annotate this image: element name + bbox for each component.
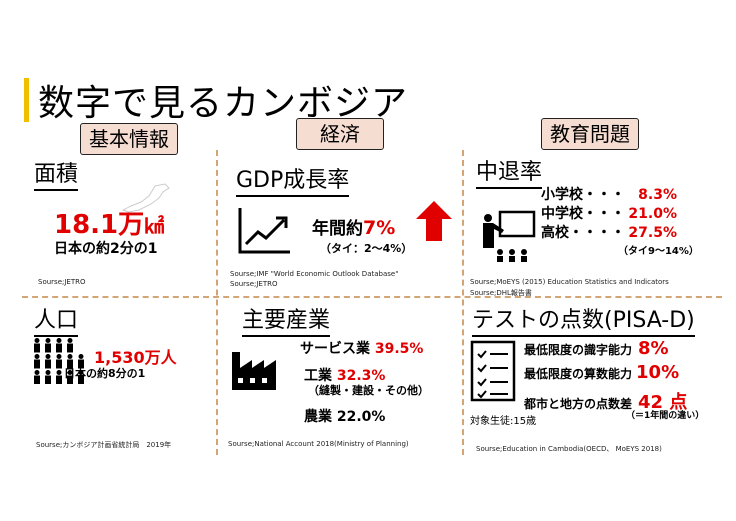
category-basic: 基本情報	[80, 123, 178, 155]
gdp-source-2: Sourse;JETRO	[230, 280, 278, 288]
dropout-row-high: 高校・・・・ 27.5%	[541, 225, 677, 241]
growth-chart-icon	[238, 208, 290, 254]
title-accent-bar	[24, 78, 29, 122]
gdp-source-1: Sourse;IMF "World Economic Outlook Datab…	[230, 270, 399, 278]
person-icon	[34, 370, 40, 384]
up-arrow-icon	[416, 201, 452, 241]
area-source: Sourse;JETRO	[38, 278, 86, 286]
divider-vertical-right	[462, 150, 464, 455]
pisa-gap-note: （＝1年間の違い）	[626, 411, 705, 421]
person-icon	[45, 338, 51, 353]
population-value: 1,530万人	[94, 348, 177, 367]
person-icon	[78, 354, 84, 369]
population-source: Sourse;カンボジア計画省統計局 2019年	[36, 441, 172, 449]
classroom-teacher-icon	[483, 210, 536, 262]
person-icon	[45, 354, 51, 369]
gdp-value: 年間約7%	[312, 217, 396, 239]
person-icon	[78, 370, 84, 384]
divider-horizontal	[22, 296, 722, 298]
person-icon	[56, 338, 62, 353]
person-icon	[45, 370, 51, 384]
category-economy: 経済	[296, 118, 384, 150]
pisa-literacy: 最低限度の識字能力 8%	[524, 338, 669, 359]
population-heading: 人口	[34, 302, 79, 337]
checklist-icon	[470, 340, 516, 402]
area-value: 18.1万㎢	[54, 210, 165, 240]
pisa-source: Sourse;Education in Cambodia(OECD、 MoEYS…	[476, 445, 662, 453]
pisa-subjects: 対象生徒:15歳	[470, 416, 537, 427]
person-icon	[67, 338, 73, 353]
person-icon	[67, 354, 73, 369]
pisa-heading: テストの点数(PISA-D)	[472, 302, 695, 337]
dropout-row-junior: 中学校・・・ 21.0%	[541, 206, 677, 222]
divider-vertical-left	[216, 150, 218, 455]
pisa-gap: 都市と地方の点数差 42 点	[524, 392, 688, 413]
dropout-note: （タイ9～14%）	[618, 246, 699, 257]
page-title: 数字で見るカンボジア	[38, 83, 409, 124]
person-icon	[56, 354, 62, 369]
population-people-icon	[34, 338, 84, 384]
area-note: 日本の約2分の1	[54, 241, 158, 257]
industry-manufacturing: 工業 32.3%	[304, 368, 386, 384]
industry-source: Sourse;National Account 2018(Ministry of…	[228, 440, 409, 448]
person-icon	[56, 370, 62, 384]
pisa-math: 最低限度の算数能力 10%	[524, 362, 680, 383]
industry-heading: 主要産業	[242, 302, 331, 337]
person-icon	[34, 338, 40, 353]
dropout-source-1: Sourse;MoEYS (2015) Education Statistics…	[470, 278, 669, 286]
gdp-note: （タイ：2～4%）	[320, 242, 413, 255]
industry-services: サービス業 39.5%	[300, 341, 424, 357]
person-icon	[34, 354, 40, 369]
person-icon	[67, 370, 73, 384]
area-heading: 面積	[34, 156, 79, 191]
population-note: 日本の約8分の1	[64, 367, 146, 380]
industry-manufacturing-note: （縫製・建設・その他）	[308, 384, 429, 397]
industry-agriculture: 農業 22.0%	[304, 409, 386, 425]
dropout-source-2: Sourse;DHL報告書	[470, 289, 532, 297]
factory-icon	[232, 352, 276, 390]
gdp-heading: GDP成長率	[236, 162, 350, 197]
dropout-heading: 中退率	[476, 154, 543, 189]
category-education: 教育問題	[541, 118, 639, 150]
dropout-row-primary: 小学校・・・ 8.3%	[541, 187, 677, 203]
japan-map-icon	[121, 183, 170, 213]
